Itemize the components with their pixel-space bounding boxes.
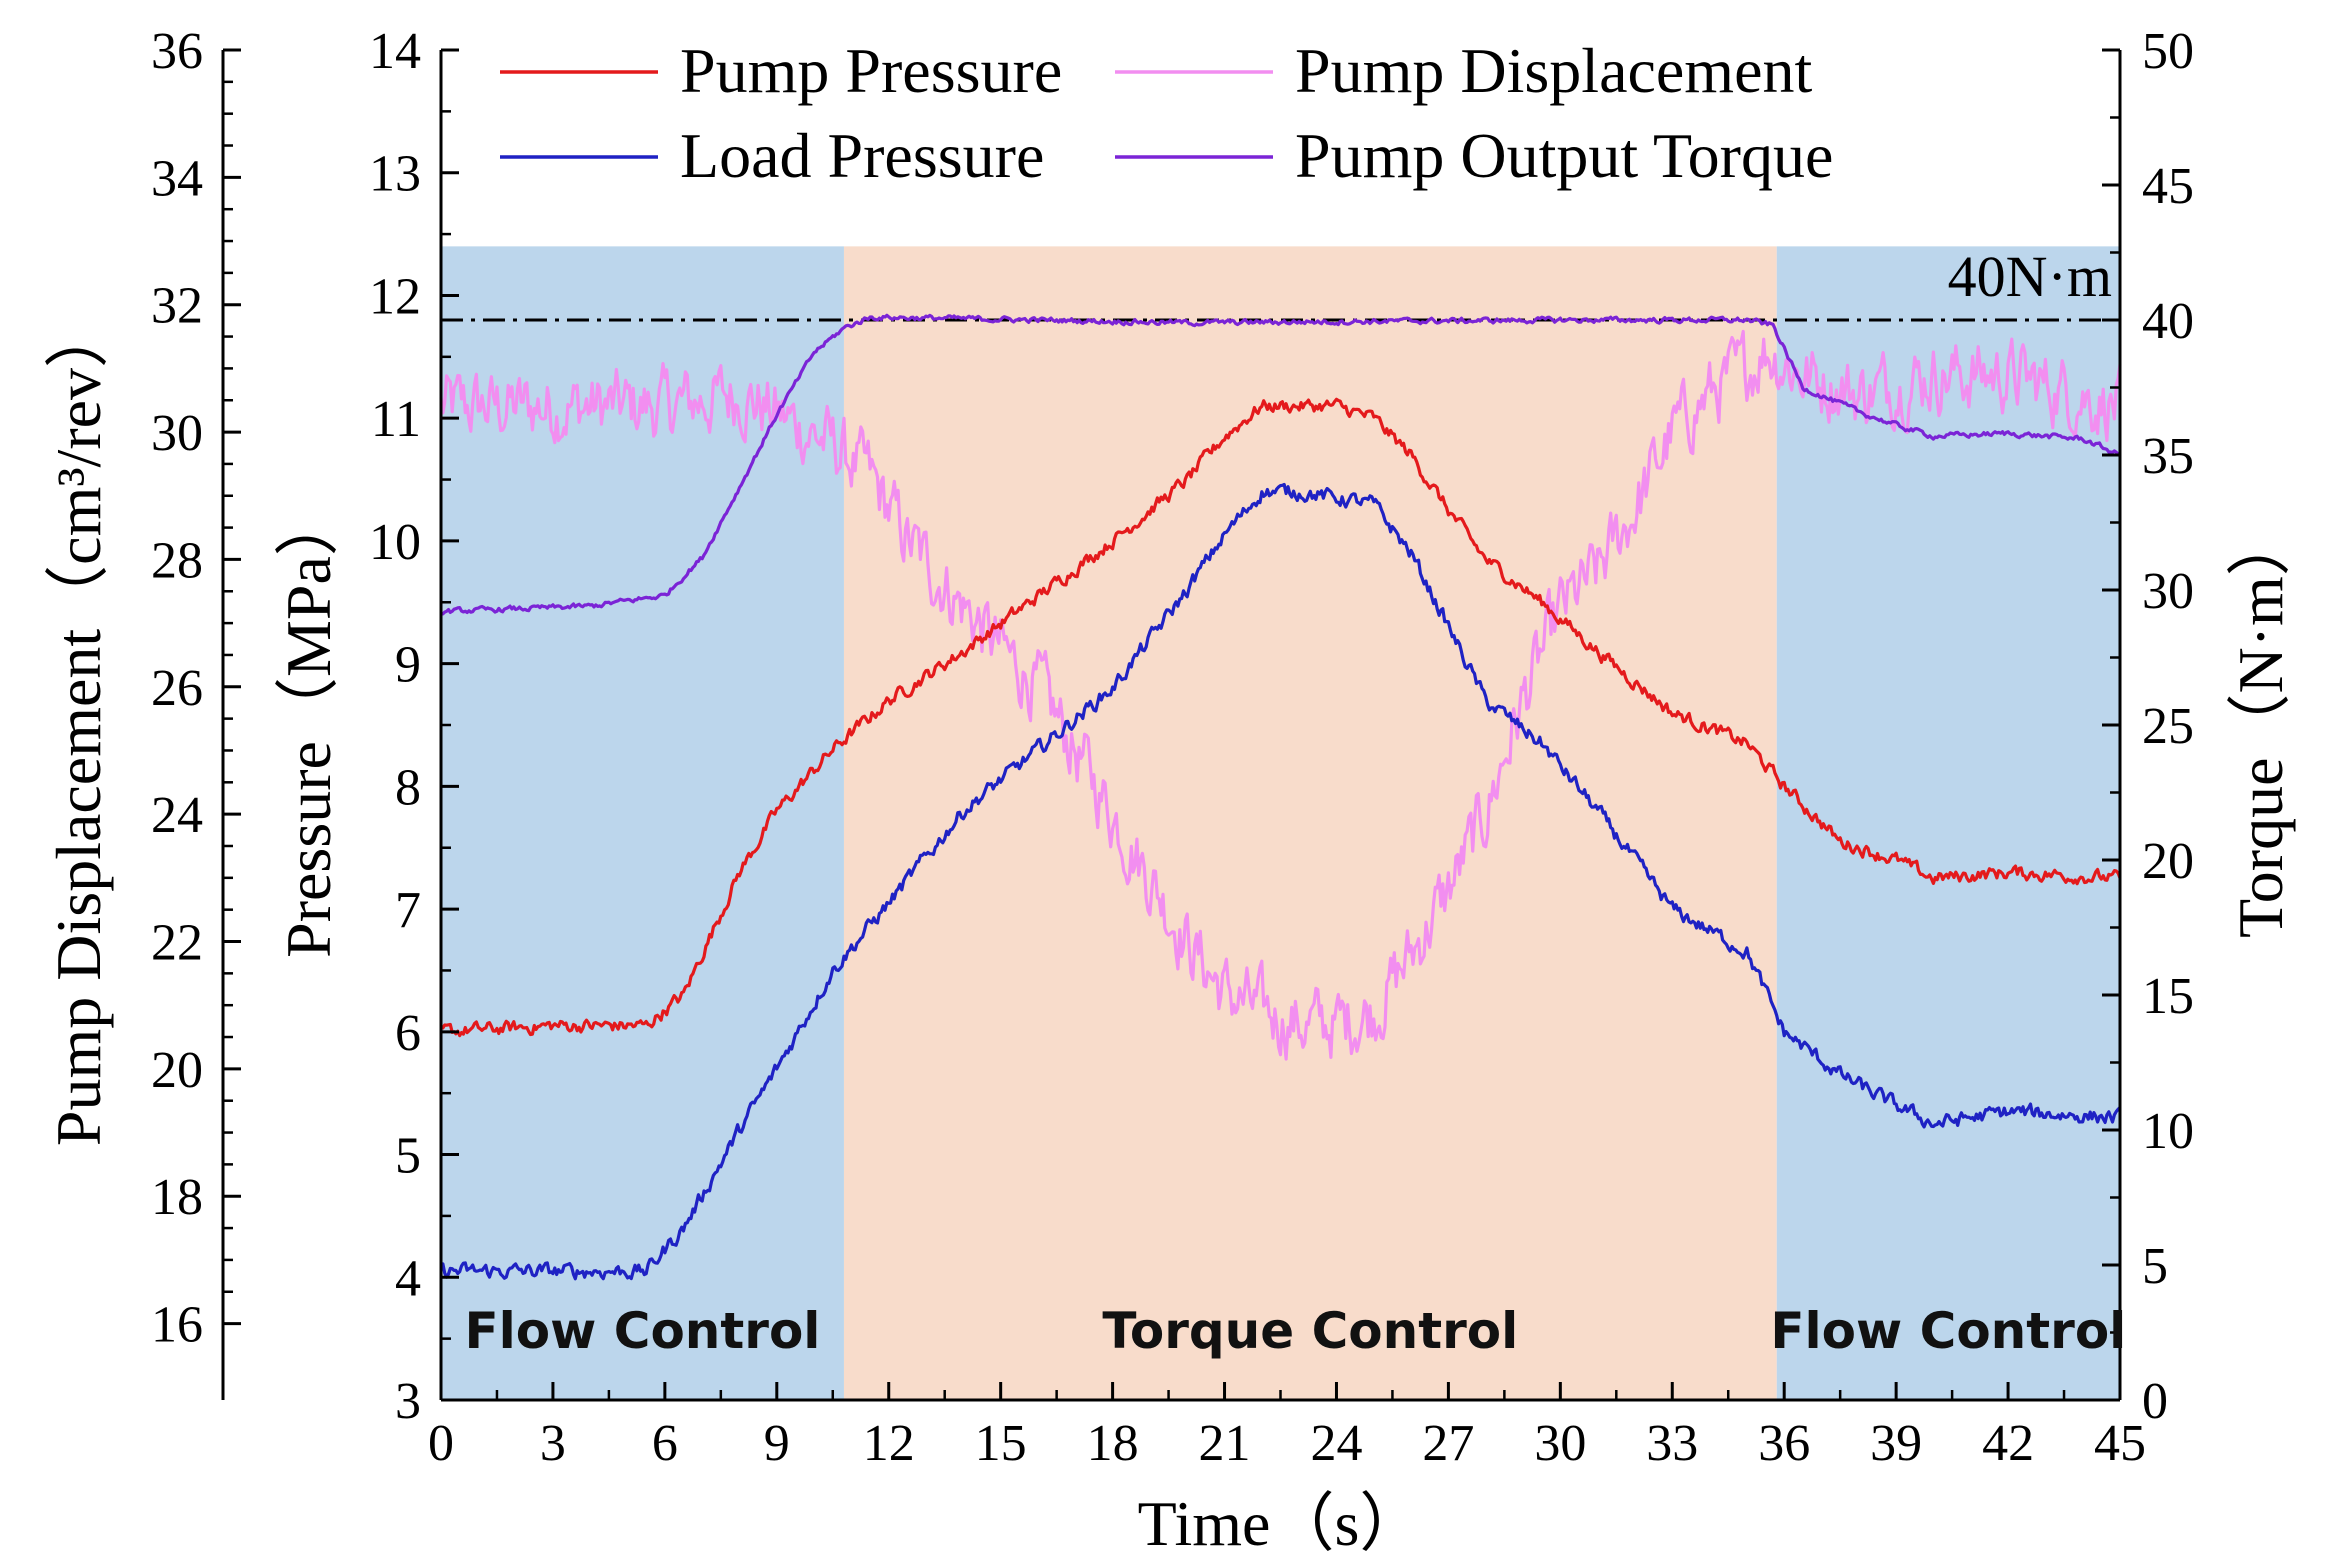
torque-tick-label: 50: [2142, 23, 2194, 80]
series-line-pump-output-torque: [440, 313, 2122, 616]
displacement-tick-label: 36: [151, 23, 203, 80]
displacement-axis-title: Pump Displacement（cm³/rev）: [43, 304, 114, 1146]
x-tick-label: 0: [428, 1415, 454, 1472]
torque-tick-label: 35: [2142, 428, 2194, 485]
pressure-axis-title: Pressure（MPa）: [273, 492, 344, 958]
displacement-tick-label: 18: [151, 1169, 203, 1226]
x-tick-label: 42: [1982, 1415, 2034, 1472]
displacement-tick-label: 26: [151, 660, 203, 717]
x-tick-label: 9: [764, 1415, 790, 1472]
region-label-2: Torque Control: [1102, 1302, 1518, 1360]
series-line-load-pressure: [439, 482, 2122, 1281]
torque-axis-title: Torque（N·m）: [2225, 512, 2296, 938]
torque-tick-label: 40: [2142, 293, 2194, 350]
torque-tick-label: 5: [2142, 1238, 2168, 1295]
pressure-tick-label: 10: [369, 514, 421, 571]
x-tick-label: 3: [540, 1415, 566, 1472]
x-tick-label: 39: [1870, 1415, 1922, 1472]
x-tick-label: 24: [1310, 1415, 1362, 1472]
control-region-1: [441, 246, 844, 1400]
x-tick-label: 6: [652, 1415, 678, 1472]
x-axis-title: Time（s）: [1138, 1488, 1424, 1559]
displacement-tick-label: 20: [151, 1042, 203, 1099]
x-tick-label: 12: [863, 1415, 915, 1472]
torque-tick-label: 30: [2142, 563, 2194, 620]
pressure-tick-label: 5: [395, 1128, 421, 1185]
displacement-tick-label: 32: [151, 278, 203, 335]
torque-tick-label: 15: [2142, 968, 2194, 1025]
x-tick-label: 36: [1758, 1415, 1810, 1472]
pressure-tick-label: 12: [369, 268, 421, 325]
series-line-pump-displacement: [439, 329, 2122, 1061]
pressure-tick-label: 4: [395, 1250, 421, 1307]
torque-tick-label: 10: [2142, 1103, 2194, 1160]
displacement-tick-label: 34: [151, 150, 203, 207]
displacement-tick-label: 28: [151, 532, 203, 589]
x-tick-label: 27: [1422, 1415, 1474, 1472]
x-tick-label: 30: [1534, 1415, 1586, 1472]
series-layer: [439, 313, 2122, 1281]
pressure-tick-label: 7: [395, 882, 421, 939]
legend-label-load-pressure: Load Pressure: [680, 120, 1044, 191]
axes-layer: [221, 48, 2122, 1402]
region-label-1: Flow Control: [465, 1302, 821, 1360]
legend-label-pump-pressure: Pump Pressure: [680, 35, 1062, 106]
torque-tick-label: 25: [2142, 698, 2194, 755]
legend-label-pump-output-torque: Pump Output Torque: [1295, 120, 1833, 191]
displacement-tick-label: 24: [151, 787, 203, 844]
displacement-tick-label: 30: [151, 405, 203, 462]
x-tick-label: 18: [1087, 1415, 1139, 1472]
pressure-tick-label: 14: [369, 23, 421, 80]
series-line-pump-pressure: [440, 397, 2122, 1038]
control-region-layer: [441, 246, 2120, 1400]
torque-tick-label: 45: [2142, 158, 2194, 215]
legend: Pump Pressure Pump Displacement Load Press…: [500, 35, 1833, 191]
x-tick-label: 21: [1199, 1415, 1251, 1472]
pressure-tick-label: 11: [371, 391, 421, 448]
pressure-tick-label: 9: [395, 637, 421, 694]
reference-line-label: 40N·m: [1948, 244, 2112, 309]
pressure-tick-label: 3: [395, 1373, 421, 1430]
displacement-tick-label: 22: [151, 915, 203, 972]
pressure-tick-label: 8: [395, 759, 421, 816]
legend-label-pump-displacement: Pump Displacement: [1295, 35, 1812, 106]
x-tick-label: 15: [975, 1415, 1027, 1472]
torque-tick-label: 20: [2142, 833, 2194, 890]
region-label-3: Flow Control: [1770, 1302, 2126, 1360]
torque-tick-label: 0: [2142, 1373, 2168, 1430]
x-tick-label: 33: [1646, 1415, 1698, 1472]
text-layer: Flow Control Torque Control Flow Control40…: [43, 23, 2296, 1559]
displacement-tick-label: 16: [151, 1297, 203, 1354]
pressure-tick-label: 13: [369, 146, 421, 203]
x-tick-label: 45: [2094, 1415, 2146, 1472]
control-region-2: [843, 246, 1777, 1400]
pressure-tick-label: 6: [395, 1005, 421, 1062]
